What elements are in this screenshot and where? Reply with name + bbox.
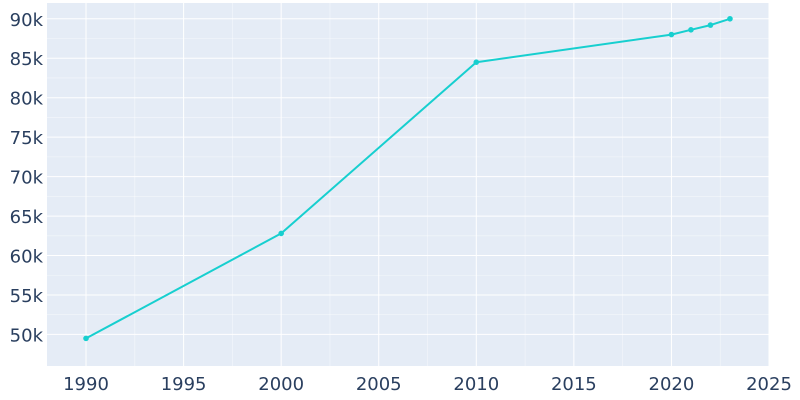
data-point-marker[interactable] (473, 59, 480, 65)
y-tick-label: 50k (10, 325, 44, 346)
data-point-marker[interactable] (278, 230, 284, 237)
y-tick-label: 80k (10, 89, 44, 110)
y-tick-label: 75k (10, 128, 44, 149)
x-tick-label: 2020 (649, 374, 695, 395)
x-tick-label: 2015 (551, 374, 597, 395)
data-point-marker[interactable] (83, 335, 89, 342)
y-tick-label: 65k (10, 207, 44, 228)
x-tick-label: 2010 (453, 374, 499, 395)
series-layer (83, 15, 733, 342)
y-tick-label: 70k (10, 168, 44, 189)
x-tick-label: 2000 (258, 374, 304, 395)
x-tick-label: 2025 (746, 374, 792, 395)
data-point-marker[interactable] (688, 27, 694, 33)
y-tick-label: 60k (10, 247, 44, 268)
y-tick-label: 90k (10, 10, 44, 31)
data-point-marker[interactable] (707, 22, 714, 28)
y-axis-tick-labels: 50k 55k 60k 65k 70k 75k 80k 85k 90k (10, 10, 44, 347)
x-axis-tick-labels: 1990 1995 2000 2005 2010 2015 2020 2025 (63, 374, 792, 395)
y-tick-label: 55k (10, 286, 44, 307)
y-tick-label: 85k (10, 49, 44, 70)
x-tick-label: 2005 (356, 374, 402, 395)
data-point-marker[interactable] (668, 31, 675, 38)
plot-area (47, 3, 769, 366)
x-tick-label: 1995 (161, 374, 207, 395)
x-tick-label: 1990 (63, 374, 109, 395)
data-point-marker[interactable] (727, 15, 733, 22)
